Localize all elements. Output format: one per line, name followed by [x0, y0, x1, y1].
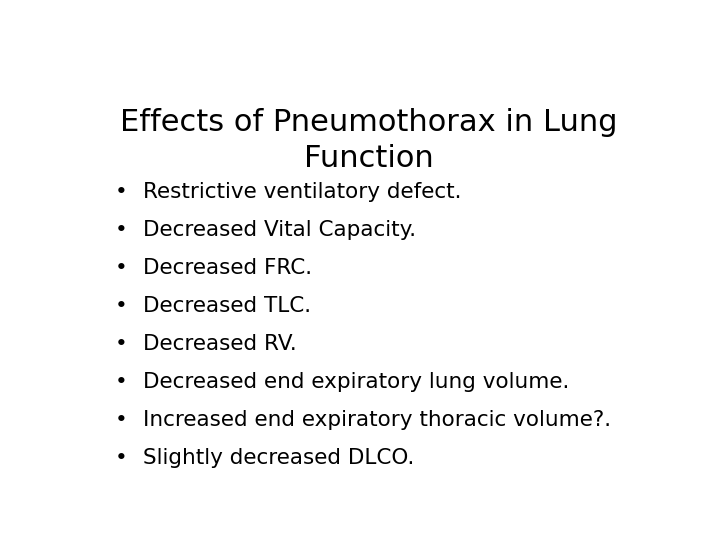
- Text: •: •: [114, 258, 127, 278]
- Text: •: •: [114, 296, 127, 316]
- Text: Decreased RV.: Decreased RV.: [143, 334, 297, 354]
- Text: Effects of Pneumothorax in Lung
Function: Effects of Pneumothorax in Lung Function: [120, 109, 618, 173]
- Text: •: •: [114, 410, 127, 430]
- Text: •: •: [114, 181, 127, 201]
- Text: •: •: [114, 220, 127, 240]
- Text: Increased end expiratory thoracic volume?.: Increased end expiratory thoracic volume…: [143, 410, 611, 430]
- Text: •: •: [114, 334, 127, 354]
- Text: •: •: [114, 448, 127, 468]
- Text: Decreased Vital Capacity.: Decreased Vital Capacity.: [143, 220, 416, 240]
- Text: Slightly decreased DLCO.: Slightly decreased DLCO.: [143, 448, 415, 468]
- Text: Decreased FRC.: Decreased FRC.: [143, 258, 312, 278]
- Text: Decreased end expiratory lung volume.: Decreased end expiratory lung volume.: [143, 372, 570, 392]
- Text: Decreased TLC.: Decreased TLC.: [143, 296, 311, 316]
- Text: •: •: [114, 372, 127, 392]
- Text: Restrictive ventilatory defect.: Restrictive ventilatory defect.: [143, 181, 462, 201]
